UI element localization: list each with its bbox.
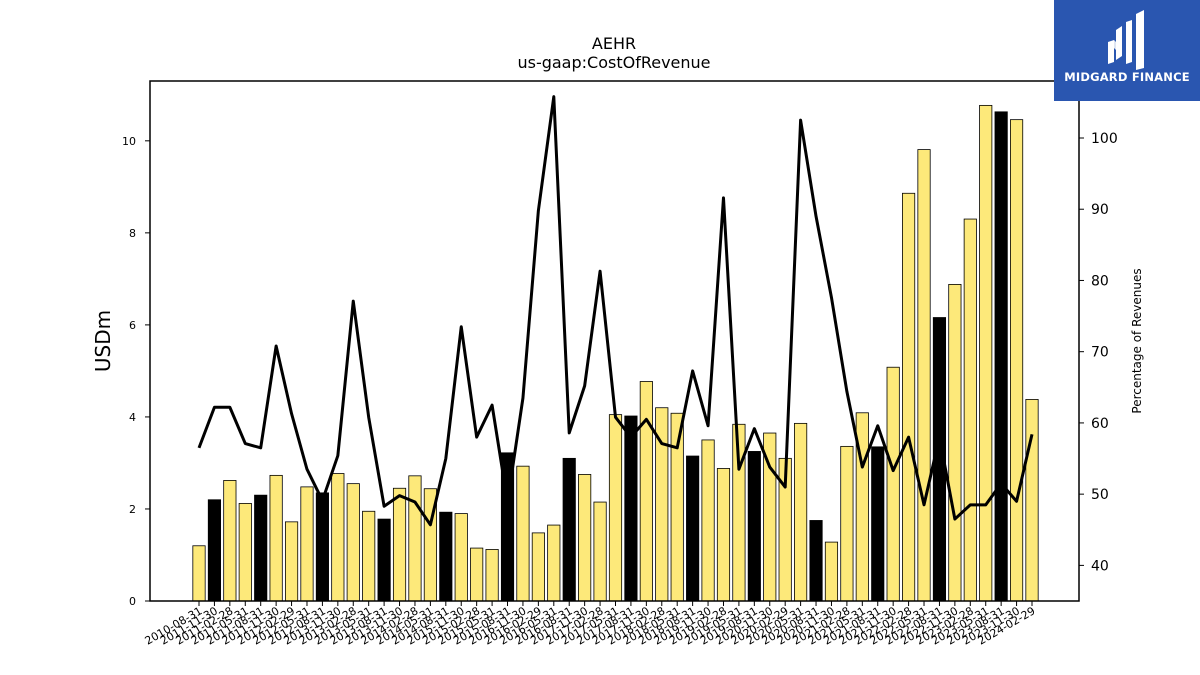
bar-2012-11-30 [331, 473, 345, 602]
bar-2022-11-30 [948, 283, 962, 602]
bar-2010-08-31 [192, 545, 206, 602]
y-axis-label: USDm [91, 310, 115, 372]
bar-2023-05-31 [979, 104, 993, 602]
y2-tick-label: 40 [1091, 558, 1109, 574]
bar-2013-02-28 [346, 483, 360, 602]
bar-2012-08-31 [315, 492, 329, 602]
bar-2013-08-31 [377, 518, 391, 602]
midgard-finance-logo: MIDGARD FINANCE [1054, 0, 1200, 101]
bar-2018-08-31 [686, 455, 700, 602]
bar-2015-02-28 [470, 547, 484, 602]
y-tick-label: 0 [129, 595, 136, 608]
bar-2023-11-30 [1010, 119, 1024, 602]
y2-tick-label: 100 [1091, 131, 1118, 147]
bar-2017-02-28 [593, 501, 607, 602]
bar-2017-08-31 [624, 415, 638, 602]
chart-title: AEHR [592, 34, 636, 53]
y-tick-label: 6 [129, 319, 136, 332]
y2-tick-label: 50 [1091, 487, 1109, 503]
bar-2023-02-28 [963, 218, 977, 602]
bar-2020-08-31 [809, 520, 823, 602]
bar-2014-02-28 [408, 475, 422, 602]
bar-2020-05-31 [794, 422, 808, 602]
bar-2011-05-31 [238, 503, 252, 602]
bar-2019-02-28 [716, 468, 731, 602]
bar-2012-05-31 [300, 486, 314, 602]
bar-2016-02-29 [531, 532, 545, 602]
y2-axis-label: Percentage of Revenues [1130, 268, 1144, 413]
bar-2014-11-30 [454, 513, 468, 602]
bar-2015-05-31 [485, 549, 499, 602]
brand-name: MIDGARD FINANCE [1064, 70, 1190, 84]
bar-2020-11-30 [824, 541, 839, 602]
bar-2014-08-31 [439, 511, 453, 602]
y-tick-label: 4 [129, 411, 136, 424]
bar-2022-05-31 [917, 149, 931, 602]
bar-2021-02-28 [840, 445, 854, 602]
bar-2016-11-30 [578, 474, 592, 602]
bar-2015-11-30 [516, 465, 530, 602]
bar-2010-11-30 [207, 499, 221, 602]
bar-2012-02-29 [284, 521, 299, 602]
bar-2017-05-31 [608, 414, 623, 602]
y2-tick-label: 80 [1091, 273, 1109, 289]
midgard-logo-icon [1108, 10, 1144, 70]
chart-subtitle: us-gaap:CostOfRevenue [517, 53, 710, 72]
y2-tick-label: 90 [1091, 202, 1109, 218]
bar-2017-11-30 [639, 381, 653, 602]
bar-2013-05-31 [362, 510, 376, 602]
y-tick-label: 2 [129, 503, 136, 516]
bar-2011-08-31 [254, 494, 268, 602]
bar-2022-02-28 [902, 192, 916, 602]
bar-2016-08-31 [562, 457, 576, 602]
bar-2019-08-31 [747, 451, 761, 602]
y2-tick-label: 70 [1091, 345, 1109, 361]
bar-2011-11-30 [269, 474, 283, 602]
y-tick-label: 10 [122, 135, 136, 148]
axes: 02468104050607080901002010-08-312011-11-… [122, 80, 1118, 648]
y2-tick-label: 60 [1091, 416, 1109, 432]
y-tick-label: 8 [129, 227, 136, 240]
bar-2024-02-29 [1025, 399, 1039, 602]
bar-2011-02-28 [223, 480, 237, 602]
bar-2013-11-30 [392, 487, 407, 602]
plot-frame [149, 80, 1080, 602]
bar-series [192, 104, 1039, 602]
bar-2021-11-30 [886, 366, 900, 602]
bar-2018-11-30 [701, 439, 715, 602]
bar-2023-08-31 [994, 111, 1008, 602]
percentage-line [197, 95, 1034, 527]
bar-2016-05-31 [547, 524, 561, 602]
bar-2021-08-31 [871, 446, 885, 602]
percentage-line-series [197, 95, 1034, 527]
